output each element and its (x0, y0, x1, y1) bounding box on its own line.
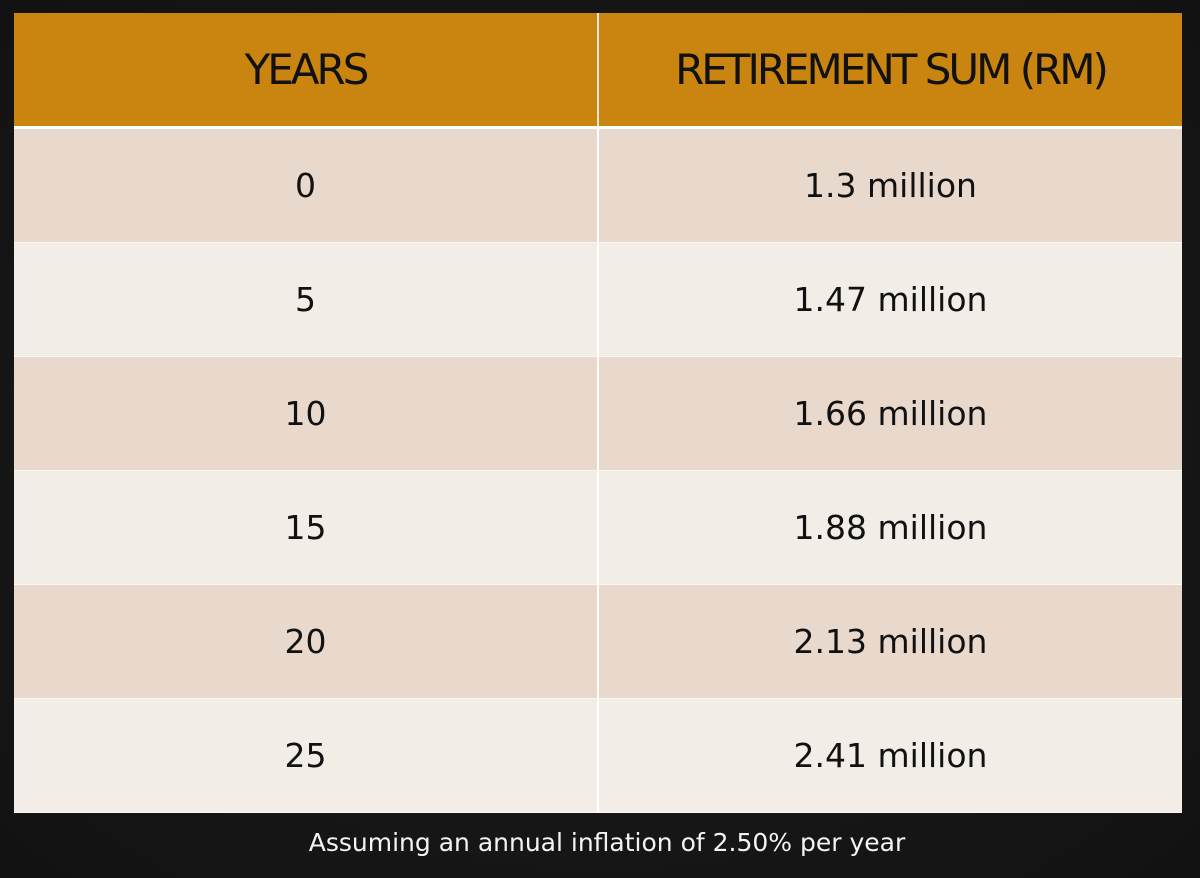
cell-years: 0 (14, 127, 599, 243)
table-header-row: YEARS RETIREMENT SUM (RM) (14, 13, 1182, 129)
cell-years: 15 (14, 470, 599, 585)
cell-retirement-sum: 1.3 million (598, 127, 1182, 243)
retirement-table: YEARS RETIREMENT SUM (RM) 0 1.3 million … (14, 13, 1182, 813)
header-retirement-sum: RETIREMENT SUM (RM) (598, 13, 1182, 129)
cell-retirement-sum: 2.13 million (598, 584, 1182, 699)
table-row: 10 1.66 million (14, 356, 1182, 471)
table-row: 15 1.88 million (14, 470, 1182, 585)
cell-years: 5 (14, 242, 599, 357)
cell-years: 20 (14, 584, 599, 699)
table-row: 25 2.41 million (14, 698, 1182, 813)
retirement-table-frame: YEARS RETIREMENT SUM (RM) 0 1.3 million … (14, 13, 1182, 813)
header-years: YEARS (14, 13, 599, 129)
cell-years: 25 (14, 698, 599, 813)
cell-retirement-sum: 1.47 million (598, 242, 1182, 357)
cell-retirement-sum: 2.41 million (598, 698, 1182, 813)
table-row: 0 1.3 million (14, 127, 1182, 243)
cell-retirement-sum: 1.88 million (598, 470, 1182, 585)
table-row: 5 1.47 million (14, 242, 1182, 357)
table-row: 20 2.13 million (14, 584, 1182, 699)
inflation-footnote: Assuming an annual inflation of 2.50% pe… (308, 828, 906, 857)
cell-retirement-sum: 1.66 million (598, 356, 1182, 471)
cell-years: 10 (14, 356, 599, 471)
